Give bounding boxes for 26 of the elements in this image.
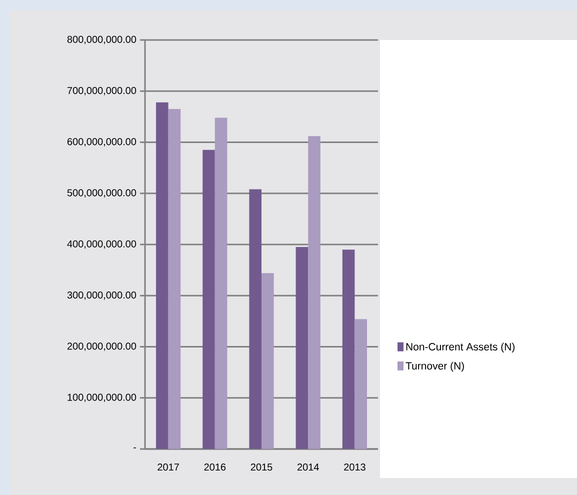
y-tick-label: 500,000,000.00 bbox=[67, 189, 136, 198]
bar bbox=[156, 102, 168, 449]
y-tick-label: 600,000,000.00 bbox=[67, 138, 136, 146]
y-tick-label: 300,000,000.00 bbox=[67, 291, 136, 300]
bar bbox=[262, 273, 274, 449]
bar bbox=[168, 109, 181, 449]
bar bbox=[249, 189, 262, 449]
bar bbox=[354, 319, 367, 449]
bar bbox=[308, 136, 320, 449]
x-tick-label: 2015 bbox=[250, 464, 272, 471]
bar bbox=[342, 250, 355, 449]
bar bbox=[296, 247, 308, 449]
y-tick-label: 100,000,000.00 bbox=[68, 394, 136, 402]
y-tick-label: 800,000,000.00 bbox=[67, 36, 136, 44]
x-tick-label: 2014 bbox=[297, 464, 319, 471]
x-tick-label: 2016 bbox=[204, 464, 226, 471]
bar bbox=[214, 118, 228, 449]
bar bbox=[202, 150, 215, 449]
legend-label: Non-Current Assets (N) bbox=[406, 342, 515, 353]
legend-label: Turnover (N) bbox=[406, 362, 464, 372]
y-tick-label: - bbox=[134, 447, 136, 448]
y-tick-label: 700,000,000.00 bbox=[67, 86, 136, 96]
x-tick-label: 2013 bbox=[344, 464, 366, 471]
x-tick-label: 2017 bbox=[158, 464, 179, 471]
y-tick-label: 200,000,000.00 bbox=[67, 342, 136, 351]
y-tick-label: 400,000,000.00 bbox=[67, 240, 136, 249]
